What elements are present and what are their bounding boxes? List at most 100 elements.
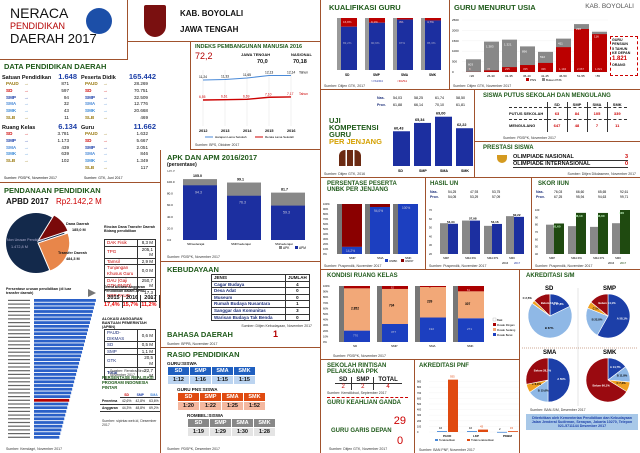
title-box: NERACA PENDIDIKAN DAERAH 2017 [0,0,128,60]
bar-2016 [440,223,448,254]
tidak-label: 43 [480,425,484,429]
arrow-icon: → [103,164,108,170]
usia-panel: GURU MENURUT USIA KAB. BOYOLALI 0 500 1000… [450,0,640,90]
data-label: 11,33 [221,75,229,79]
akr-label: 16 [469,426,473,430]
x-tick-label: SMA [401,73,409,77]
source-note: Sumber: sipintar.web.id, Desember 2017 [102,419,157,427]
non-pns-label: 603 [468,62,473,66]
berat-label: 61 [467,288,470,292]
tidak-label: 15 [510,426,514,430]
y-tick-label: 50 [535,245,538,249]
prov-label: Prov. [430,195,439,199]
ratio-col-header: SMK [233,366,256,376]
legend-label: APM [299,246,306,250]
row-label: Museum [211,293,286,302]
col-header: SMK [606,102,627,108]
y-tick-label: 300 [417,414,422,417]
ratio-col-header: SMK [253,418,276,428]
baik-bar [420,317,446,342]
row-value: 84 [566,107,587,120]
akr-bar [497,431,507,433]
prov-value: 57,09 [492,195,500,199]
trend-value: 17,4% [104,302,120,308]
pie-label: B 67% [545,326,554,330]
stat-row: SMA → 846 [81,151,158,158]
level-value: 43 [63,108,69,114]
level-label: SD [85,137,92,143]
stat-label: Peserta Didik [81,75,116,81]
legend-swatch [493,323,496,326]
baik-label: 192 [429,327,434,331]
stat-row: SLB → 469 [81,115,158,122]
akr-bar [467,431,477,432]
pie-slice-belum [585,357,628,403]
level-value: 32 [63,101,69,107]
pie-slice-a [547,357,571,403]
y-tick-label: 500 [452,60,457,64]
legend-swatch [435,439,438,441]
y-tick-label: 60% [323,222,329,226]
ukg-title: UJI KOMPETENSI GURU PER JENJANG [329,117,382,146]
arrow-icon: → [103,101,108,107]
col-header: SMP [133,393,148,398]
region-label [8,414,30,416]
row-value: 0,6 M [137,328,156,343]
row-label: Warisan Budaya Tak Benda [211,313,286,322]
y-tick-label: 120.0 [167,170,175,172]
putus-table: SD SMP SMA SMK PUTUS SEKOLAH 63 84 105 339 MENGUL… [509,102,627,132]
ukg-label: 62,22 [457,123,467,127]
bar-2016 [506,216,514,254]
level-label: PAUD [85,131,98,136]
arrow-icon: → [103,81,108,86]
table-row: TPG 205,1 M [103,245,156,259]
x-tick-label: SD [345,73,350,77]
level-label: SLB [85,164,95,170]
source-note: Sumber: BPPB, November 2017 [167,342,218,346]
region-bar [34,332,87,336]
ratio-value: 1:15 [233,375,256,385]
ukg-bar [393,131,410,166]
level-value: 20.668 [133,108,148,114]
section-title: KEBUDAYAAN [167,265,219,274]
ratio-label: ROMBEL:SISWA [187,413,224,418]
apm-bar [271,205,305,240]
source-note: Sumber: Ditjen GTK, November 2017 [329,447,388,451]
bar-label: 54,16 [491,220,499,224]
region-label [8,392,30,394]
region-bar [34,435,60,439]
region-bar [34,321,90,324]
unbk-bar [370,207,390,254]
ukg-chart: Nas. Prov. 54,03 61,88 60,43 SD 58,25 66,14 65,3… [377,96,473,173]
teachers-illustration-icon [339,150,361,166]
bar-2016 [590,226,598,254]
ukg-title-2: KOMPETENSI [329,123,379,132]
s1-label: 90,9% [371,41,380,45]
x-tick-label: 2014 [243,129,252,133]
stat-row: SMP → 2.051 [81,145,158,152]
x-tick-label: 36-40 [523,74,531,78]
pip-label: Anggaran [100,404,120,412]
ukg-title-4: PER JENJANG [329,137,382,146]
prov-value: 61,81 [456,103,465,107]
persen-title: Persentase urusan pendidikan (di luar tr… [6,287,72,295]
y-tick-label: 2500 [452,18,459,22]
ukg-label: 60,43 [394,126,404,130]
table-row: Rumah Budaya Nusantara 1 [211,300,310,308]
legend-label: Rusak Sedang [497,328,516,332]
x-tick-label: SMK [467,344,474,348]
source-note: Sumber: PDSPK, November 2017 [4,176,57,180]
row-value: 1,1 M [137,347,156,356]
section-title: AKREDITASI S/M [526,273,575,279]
stat-header: Peserta Didik 165.442 [81,72,158,81]
section-title: SEKOLAH RINTISAN PELAKSANA PPK [327,363,387,375]
row-label: PUTUS SEKOLAH [509,111,544,116]
ratio-values: 1:19 1:29 1:30 1:28 [187,427,276,437]
level-label: SMK [85,108,96,114]
y-tick-label: 100 [417,425,422,428]
pns-bar [502,67,517,72]
level-value: 1.173 [57,137,70,143]
s1-bar [369,22,385,70]
